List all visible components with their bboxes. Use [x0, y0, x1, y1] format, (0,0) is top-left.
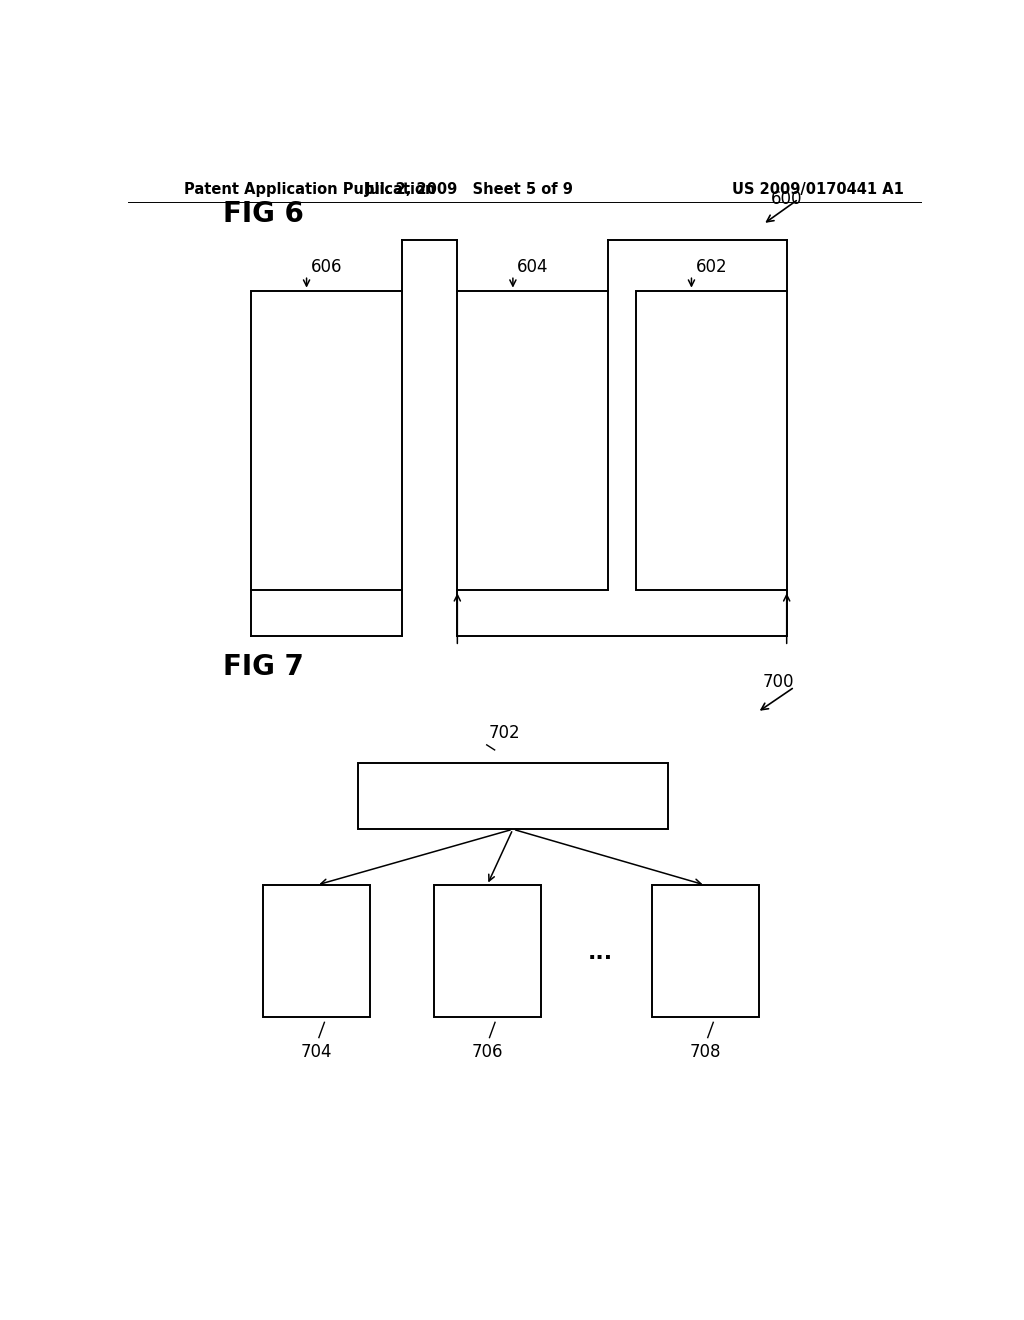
Text: 700: 700	[763, 673, 795, 690]
Text: FIG 7: FIG 7	[223, 652, 304, 681]
Bar	[263, 886, 370, 1018]
Text: 604: 604	[517, 259, 549, 276]
Text: US 2009/0170441 A1: US 2009/0170441 A1	[732, 182, 904, 198]
Bar	[358, 763, 668, 829]
Bar	[251, 290, 401, 590]
Text: 702: 702	[489, 723, 521, 742]
Text: 606: 606	[310, 259, 342, 276]
Bar	[458, 290, 608, 590]
Text: 602: 602	[695, 259, 727, 276]
Bar	[652, 886, 759, 1018]
Bar	[636, 290, 786, 590]
Text: Patent Application Publication: Patent Application Publication	[183, 182, 435, 198]
Text: 600: 600	[771, 190, 803, 209]
Text: 708: 708	[689, 1043, 721, 1061]
Text: ...: ...	[588, 944, 612, 964]
Text: 704: 704	[301, 1043, 332, 1061]
Text: Jul. 2, 2009   Sheet 5 of 9: Jul. 2, 2009 Sheet 5 of 9	[365, 182, 573, 198]
Bar	[433, 886, 541, 1018]
Text: FIG 6: FIG 6	[223, 201, 304, 228]
Text: 706: 706	[471, 1043, 503, 1061]
